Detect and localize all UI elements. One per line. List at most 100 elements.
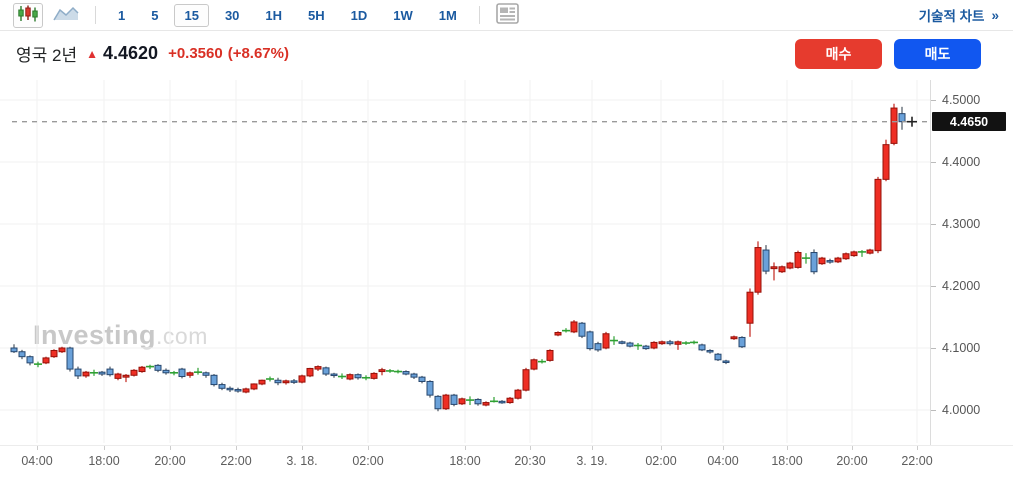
candle-up bbox=[546, 349, 554, 361]
candle-up bbox=[674, 341, 682, 345]
candle-down bbox=[706, 349, 714, 353]
toolbar-divider bbox=[478, 6, 480, 24]
area-chart-button[interactable] bbox=[49, 3, 83, 28]
timeframe-15[interactable]: 15 bbox=[174, 3, 209, 27]
candle-down bbox=[154, 364, 162, 371]
candle-up bbox=[794, 252, 802, 268]
candle-up bbox=[282, 380, 290, 384]
candle-up bbox=[842, 253, 850, 260]
candle-up bbox=[298, 375, 306, 383]
price-tick-mark bbox=[931, 100, 936, 101]
time-tick-label: 18:00 bbox=[88, 454, 120, 468]
time-tick-label: 3. 19. bbox=[576, 454, 608, 468]
candle-down bbox=[738, 336, 746, 348]
timeframe-1w[interactable]: 1W bbox=[383, 4, 423, 27]
news-layout-icon bbox=[496, 3, 519, 27]
candle-down bbox=[714, 353, 722, 361]
candle-down bbox=[18, 351, 26, 358]
price-change: +0.3560 bbox=[168, 45, 223, 62]
candle-down bbox=[410, 373, 418, 378]
buy-button[interactable]: 매수 bbox=[795, 38, 882, 69]
price-tick-label: 4.4000 bbox=[942, 155, 981, 169]
toolbar-divider bbox=[95, 6, 96, 24]
candle-up bbox=[602, 333, 610, 349]
candle-down bbox=[762, 249, 770, 272]
candle-up bbox=[834, 257, 842, 263]
last-price: 4.4620 bbox=[103, 43, 159, 63]
chart-toolbar: 1 5 15 30 1H 5H 1D 1W 1M 기술적 차트 » bbox=[0, 0, 1013, 31]
time-tick-label: 22:00 bbox=[901, 454, 933, 468]
candle-up bbox=[866, 249, 874, 254]
candle-up bbox=[818, 257, 826, 265]
candlestick-plot[interactable] bbox=[0, 80, 930, 445]
candle-down bbox=[722, 360, 730, 364]
candle-up bbox=[458, 398, 466, 405]
candle-up bbox=[50, 349, 58, 358]
price-axis[interactable]: 4.4650 4.5000 4.4000 4.3000 4.2000 4.1000 4.0… bbox=[930, 80, 1013, 445]
sell-button[interactable]: 매도 bbox=[894, 38, 981, 69]
candle-up bbox=[754, 247, 762, 293]
time-tick-label: 22:00 bbox=[220, 454, 252, 468]
candle-down bbox=[666, 341, 674, 345]
candle-up bbox=[346, 374, 354, 380]
timeframe-1[interactable]: 1 bbox=[108, 4, 135, 27]
area-chart-icon bbox=[53, 6, 79, 24]
candle-down bbox=[418, 376, 426, 382]
candle-down bbox=[618, 341, 626, 344]
candle-up bbox=[306, 367, 314, 377]
candle-down bbox=[74, 368, 82, 377]
candle-up bbox=[138, 366, 146, 373]
timeframe-5h[interactable]: 5H bbox=[298, 4, 335, 27]
news-panel-button[interactable] bbox=[492, 3, 523, 28]
candle-up bbox=[874, 178, 882, 252]
candle-down bbox=[106, 368, 114, 376]
candle-up bbox=[890, 107, 898, 144]
candle-down bbox=[354, 374, 362, 379]
candle-down bbox=[290, 380, 298, 383]
time-tick-label: 20:30 bbox=[514, 454, 546, 468]
timeframe-1h[interactable]: 1H bbox=[255, 4, 292, 27]
candle-up bbox=[242, 388, 250, 393]
candle-up bbox=[370, 372, 378, 379]
time-tick-mark bbox=[917, 446, 918, 450]
instrument-header: 영국 2년 ▲ 4.4620 +0.3560 (+8.67%) 매수 매도 bbox=[0, 31, 1013, 80]
candle-up bbox=[130, 369, 138, 376]
candle-up bbox=[530, 359, 538, 370]
time-tick-label: 18:00 bbox=[449, 454, 481, 468]
price-tick-label: 4.1000 bbox=[942, 341, 981, 355]
candle-down bbox=[402, 371, 410, 375]
investing-watermark: Investing.com bbox=[33, 320, 208, 350]
timeframe-1m[interactable]: 1M bbox=[429, 4, 467, 27]
technical-chart-link[interactable]: 기술적 차트 » bbox=[919, 5, 1003, 25]
candle-down bbox=[66, 347, 74, 370]
candle-up bbox=[42, 357, 50, 364]
chart-container: Investing.com 4.4650 4.5000 4.4000 4.3000 4… bbox=[0, 80, 1013, 477]
candle-down bbox=[626, 342, 634, 347]
timeframe-5[interactable]: 5 bbox=[141, 4, 168, 27]
price-change-percent: (+8.67%) bbox=[227, 45, 289, 62]
candle-up bbox=[58, 347, 66, 353]
instrument-name: 영국 2년 bbox=[16, 46, 78, 65]
candle-up bbox=[850, 251, 858, 257]
candle-up bbox=[650, 341, 658, 349]
candle-up bbox=[770, 266, 778, 270]
timeframe-1d[interactable]: 1D bbox=[341, 4, 378, 27]
price-tick-mark bbox=[931, 348, 936, 349]
candle-down bbox=[322, 367, 330, 375]
candle-down bbox=[642, 345, 650, 350]
candle-down bbox=[594, 343, 602, 351]
price-tick-mark bbox=[931, 410, 936, 411]
candle-down bbox=[426, 380, 434, 396]
timeframe-30[interactable]: 30 bbox=[215, 4, 249, 27]
candle-down bbox=[450, 394, 458, 405]
candlestick-chart-button[interactable] bbox=[13, 2, 43, 28]
candle-up bbox=[482, 402, 490, 406]
time-axis[interactable]: 04:00 18:00 20:00 22:00 3. 18. 02:00 18:00 20:3… bbox=[0, 445, 1013, 477]
candle-down bbox=[162, 369, 170, 374]
candle-up bbox=[778, 266, 786, 273]
price-tick-label: 4.0000 bbox=[942, 403, 981, 417]
time-tick-label: 3. 18. bbox=[286, 454, 318, 468]
candle-up bbox=[746, 291, 754, 324]
price-tick-mark bbox=[931, 162, 936, 163]
candle-up bbox=[114, 373, 122, 379]
